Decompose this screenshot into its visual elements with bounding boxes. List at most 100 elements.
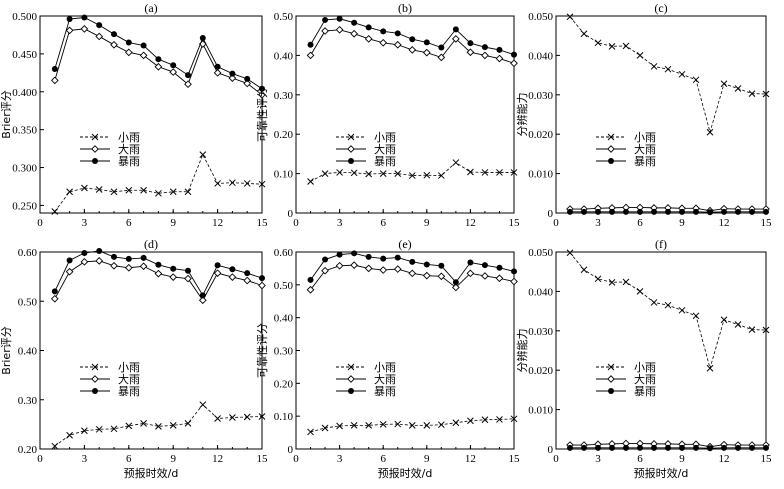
panel-e: (e) 0 3 6 9 12 15 0 0.10 0.20 0.30 0.40 0.50 0.60 可靠性评…	[255, 237, 520, 480]
data-point	[365, 253, 372, 260]
data-point	[623, 208, 629, 215]
panel-c: (c) 0 3 6 9 12 15 0 0.010 0.020 0.030 0.040 0.050 分辨能…	[515, 1, 772, 229]
y-tick-label: 0.040	[528, 50, 553, 62]
x-tick-label: 3	[82, 217, 88, 229]
data-point	[351, 250, 358, 257]
data-point	[229, 266, 236, 273]
data-point	[595, 208, 601, 215]
data-point	[155, 189, 162, 197]
data-point	[244, 75, 251, 82]
x-tick-label: 15	[509, 453, 521, 465]
data-point	[111, 253, 117, 260]
data-point	[258, 90, 266, 99]
series-dot	[567, 444, 769, 452]
x-tick-label: 0	[293, 453, 299, 465]
x-tick-label: 3	[337, 453, 343, 465]
legend-marker	[348, 388, 354, 394]
y-tick-label: 0.20	[18, 444, 38, 456]
data-point	[51, 442, 59, 450]
y-tick-label: 0.250	[12, 200, 37, 212]
y-tick-label: 0.010	[528, 169, 553, 181]
x-tick-label: 9	[679, 217, 685, 229]
y-tick-label: 0.050	[528, 11, 553, 23]
data-point	[452, 159, 460, 166]
data-point	[96, 248, 103, 255]
y-tick-label: 0.450	[12, 49, 37, 61]
data-point	[595, 444, 601, 451]
data-point	[706, 364, 714, 372]
legend-marker	[608, 388, 614, 394]
data-point	[65, 267, 74, 276]
series-x	[307, 159, 518, 185]
data-point	[594, 275, 602, 283]
data-point	[96, 22, 103, 29]
x-tick-label: 15	[257, 217, 269, 229]
data-point	[379, 266, 388, 274]
legend-marker	[347, 375, 355, 383]
data-point	[81, 427, 88, 435]
data-point	[336, 251, 343, 258]
data-point	[481, 272, 489, 280]
data-point	[637, 444, 643, 451]
data-point	[566, 249, 574, 257]
plot-frame	[295, 15, 515, 214]
panel-f: (f) 0 3 6 9 12 15 0 0.010 0.020 0.030 0.040 0.050 分辨能…	[515, 237, 772, 480]
y-tick-label: 0.10	[274, 411, 294, 423]
data-point	[707, 445, 713, 452]
data-point	[214, 180, 221, 187]
x-tick-label: 3	[595, 453, 601, 465]
data-point	[336, 422, 343, 430]
data-point	[467, 259, 474, 266]
data-point	[243, 413, 251, 421]
data-point	[408, 46, 417, 54]
data-point	[636, 52, 644, 59]
panel-title: (e)	[398, 237, 411, 251]
data-point	[139, 262, 148, 271]
data-point	[228, 74, 237, 82]
data-point	[244, 270, 251, 277]
data-point	[665, 444, 671, 451]
series-diamond	[50, 257, 266, 305]
legend-label: 大雨	[634, 372, 656, 386]
data-point	[321, 27, 329, 35]
data-point	[199, 34, 206, 41]
legend-label: 小雨	[118, 361, 140, 374]
y-tick-label: 0.050	[528, 247, 553, 259]
data-point	[748, 326, 756, 333]
data-point	[511, 51, 517, 58]
data-point	[622, 42, 630, 50]
data-point	[125, 186, 133, 194]
data-point	[748, 90, 756, 97]
x-tick-label: 6	[126, 217, 132, 229]
data-point	[734, 321, 742, 328]
data-point	[409, 258, 416, 265]
data-point	[184, 420, 192, 427]
data-point	[321, 424, 329, 432]
data-point	[169, 273, 178, 281]
legend-label: 暴雨	[374, 385, 396, 398]
data-point	[155, 422, 162, 430]
data-point	[749, 208, 755, 215]
data-point	[496, 416, 503, 423]
data-point	[365, 170, 373, 178]
data-point	[214, 262, 221, 269]
x-tick-label: 0	[293, 217, 299, 229]
x-tick-label: 15	[761, 453, 773, 465]
data-point	[95, 257, 104, 265]
data-point	[229, 70, 236, 77]
data-point	[394, 30, 401, 37]
data-point	[321, 266, 329, 275]
data-point	[66, 188, 73, 196]
data-point	[651, 208, 657, 215]
y-tick-label: 0.40	[274, 313, 294, 325]
data-point	[408, 172, 416, 179]
y-tick-label: 0.020	[528, 129, 553, 141]
data-point	[199, 292, 206, 299]
series-line	[569, 252, 767, 370]
x-tick-label: 0	[37, 217, 43, 229]
legend-label: 暴雨	[374, 155, 396, 168]
data-point	[379, 421, 387, 428]
panel-d: (d) 0 3 6 9 12 15 0.20 0.30 0.40 0.50 0.60 Brier评分预报…	[0, 237, 268, 480]
y-tick-label: 0.30	[274, 90, 294, 102]
